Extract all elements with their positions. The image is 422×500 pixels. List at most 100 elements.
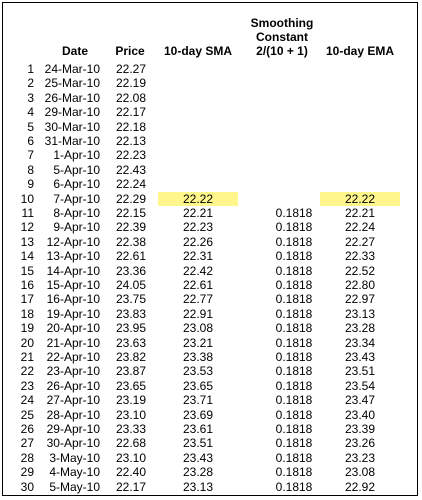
- ema-cell: 22.80: [344, 278, 376, 292]
- price-cell: 23.19: [115, 393, 146, 408]
- date-cell: 20-Apr-10: [46, 321, 100, 336]
- table-row: 14 13-Apr-10 22.61 22.31 0.1818 22.33: [0, 249, 422, 263]
- price-cell: 22.13: [115, 134, 146, 148]
- smoothing-constant-cell: 0.1818: [275, 407, 313, 422]
- row-number-cell: 18: [20, 306, 34, 321]
- ema-cell: 23.26: [344, 436, 376, 451]
- table-row: 6 31-Mar-10 22.13: [0, 134, 422, 148]
- row-number-cell: 6: [27, 134, 34, 148]
- date-cell: 27-Apr-10: [46, 393, 100, 408]
- table-row: 29 4-May-10 22.40 23.28 0.1818 23.08: [0, 465, 422, 479]
- date-cell: 6-Apr-10: [53, 177, 100, 192]
- date-cell: 8-Apr-10: [53, 206, 100, 220]
- smoothing-constant-cell: 0.1818: [275, 393, 313, 408]
- table-row: 2 25-Mar-10 22.19: [0, 76, 422, 90]
- header-date: Date: [61, 44, 88, 58]
- date-cell: 13-Apr-10: [46, 249, 100, 264]
- smoothing-constant-cell: 0.1818: [275, 422, 313, 436]
- row-number-cell: 21: [20, 350, 34, 364]
- row-number-cell: 15: [20, 263, 34, 278]
- price-cell: 23.87: [115, 364, 146, 379]
- date-cell: 16-Apr-10: [46, 292, 100, 307]
- date-cell: 22-Apr-10: [46, 350, 100, 364]
- ema-cell: 23.08: [344, 465, 376, 480]
- price-cell: 23.65: [115, 378, 146, 393]
- row-number-cell: 3: [27, 90, 34, 105]
- sma-cell: 22.77: [182, 292, 214, 307]
- sma-cell: 23.65: [182, 378, 214, 393]
- row-number-cell: 17: [20, 292, 34, 307]
- smoothing-constant-cell: 0.1818: [275, 321, 313, 336]
- smoothing-constant-cell: 0.1818: [275, 249, 313, 264]
- price-cell: 23.10: [115, 407, 146, 422]
- table-row: 11 8-Apr-10 22.15 22.21 0.1818 22.21: [0, 206, 422, 220]
- row-number-cell: 29: [20, 465, 34, 480]
- table-row: 18 19-Apr-10 23.83 22.91 0.1818 23.13: [0, 307, 422, 321]
- row-number-cell: 27: [20, 436, 34, 451]
- row-number-cell: 24: [20, 393, 34, 408]
- sma-cell: 23.51: [182, 436, 214, 451]
- date-cell: 5-Apr-10: [53, 162, 100, 177]
- table-row: 25 28-Apr-10 23.10 23.69 0.1818 23.40: [0, 408, 422, 422]
- row-number-cell: 28: [20, 450, 34, 465]
- ema-cell: 22.22: [320, 191, 400, 206]
- smoothing-constant-cell: 0.1818: [275, 465, 313, 480]
- date-cell: 26-Apr-10: [46, 378, 100, 393]
- row-number-cell: 22: [20, 364, 34, 379]
- row-number-cell: 26: [20, 422, 34, 436]
- row-number-cell: 13: [20, 234, 34, 249]
- price-cell: 22.68: [115, 436, 146, 451]
- date-cell: 12-Apr-10: [46, 234, 100, 249]
- price-cell: 22.24: [115, 177, 146, 192]
- row-number-cell: 30: [20, 479, 34, 494]
- table-row: 8 5-Apr-10 22.43: [0, 163, 422, 177]
- header-smoothing-line1: Smoothing: [250, 16, 314, 30]
- row-number-cell: 8: [27, 162, 34, 177]
- ema-cell: 22.24: [344, 220, 376, 235]
- date-cell: 5-May-10: [49, 479, 100, 494]
- table-row: 26 29-Apr-10 23.33 23.61 0.1818 23.39: [0, 422, 422, 436]
- sma-cell: 22.91: [182, 306, 214, 321]
- price-cell: 22.17: [115, 479, 146, 494]
- table-row: 13 12-Apr-10 22.38 22.26 0.1818 22.27: [0, 235, 422, 249]
- price-cell: 22.27: [115, 62, 146, 76]
- date-cell: 29-Mar-10: [44, 105, 100, 120]
- date-cell: 23-Apr-10: [46, 364, 100, 379]
- price-cell: 23.36: [115, 263, 146, 278]
- price-cell: 23.82: [115, 350, 146, 364]
- sma-cell: 22.23: [182, 220, 214, 235]
- header-ema: 10-day EMA: [325, 44, 395, 58]
- date-cell: 19-Apr-10: [46, 306, 100, 321]
- price-cell: 22.29: [115, 191, 146, 206]
- table-row: 16 15-Apr-10 24.05 22.61 0.1818 22.80: [0, 278, 422, 292]
- sma-cell: 23.61: [182, 422, 214, 436]
- smoothing-constant-cell: 0.1818: [275, 292, 313, 307]
- price-cell: 23.33: [115, 422, 146, 436]
- ema-cell: 23.40: [344, 407, 376, 422]
- smoothing-constant-cell: 0.1818: [275, 378, 313, 393]
- sma-cell: 23.71: [182, 393, 214, 408]
- smoothing-constant-cell: 0.1818: [275, 263, 313, 278]
- price-cell: 22.17: [115, 105, 146, 120]
- row-number-cell: 20: [20, 335, 34, 350]
- table-row: 7 1-Apr-10 22.23: [0, 148, 422, 162]
- table-row: 15 14-Apr-10 23.36 22.42 0.1818 22.52: [0, 264, 422, 278]
- table-row: 22 23-Apr-10 23.87 23.53 0.1818 23.51: [0, 364, 422, 378]
- date-cell: 7-Apr-10: [53, 191, 100, 206]
- price-cell: 23.75: [115, 292, 146, 307]
- header-sma: 10-day SMA: [163, 44, 233, 58]
- price-cell: 23.95: [115, 321, 146, 336]
- row-number-cell: 5: [27, 119, 34, 134]
- table-row: 23 26-Apr-10 23.65 23.65 0.1818 23.54: [0, 379, 422, 393]
- table-row: 19 20-Apr-10 23.95 23.08 0.1818 23.28: [0, 321, 422, 335]
- date-cell: 14-Apr-10: [46, 263, 100, 278]
- row-number-cell: 9: [27, 177, 34, 192]
- sma-cell: 22.26: [182, 234, 214, 249]
- price-cell: 22.18: [115, 119, 146, 134]
- date-cell: 21-Apr-10: [46, 335, 100, 350]
- sma-cell: 23.21: [182, 335, 214, 350]
- date-cell: 28-Apr-10: [46, 407, 100, 422]
- smoothing-constant-cell: 0.1818: [275, 450, 313, 465]
- price-cell: 22.08: [115, 90, 146, 105]
